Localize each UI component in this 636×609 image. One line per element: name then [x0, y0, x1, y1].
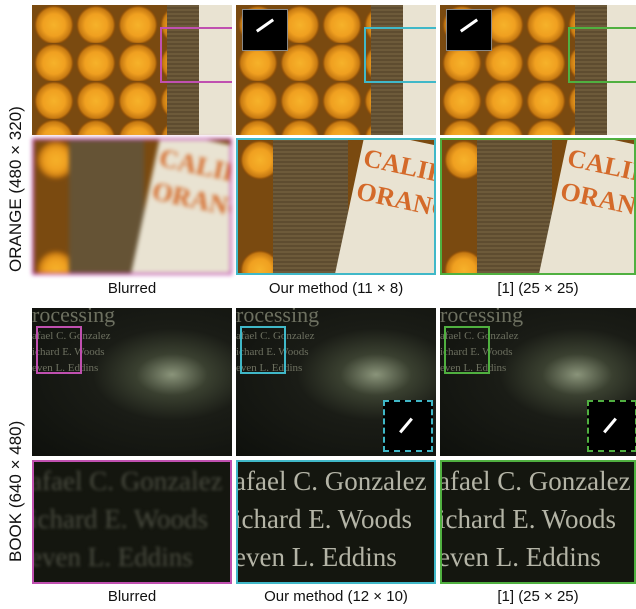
kernel [603, 418, 617, 434]
crop-text: even L. Eddins [32, 542, 193, 573]
kernel [460, 19, 478, 33]
zoom-box [364, 27, 436, 83]
orange-image [236, 5, 436, 135]
kernel [399, 418, 413, 434]
crop-text: afael C. Gonzalez [236, 466, 427, 497]
zoom-box [444, 326, 490, 374]
orange-image [440, 5, 636, 135]
label-stripe [273, 140, 348, 275]
crop-text: afael C. Gonzalez [32, 466, 223, 497]
row-label: BOOK (640 × 480) [6, 421, 26, 562]
caption: [1] (25 × 25) [440, 280, 636, 297]
book-crop: afael C. Gonzalez ichard E. Woods even L. … [32, 460, 232, 584]
book-crop: afael C. Gonzalez ichard E. Woods even L. … [236, 460, 436, 584]
caption: Blurred [32, 280, 232, 297]
crop-text: ichard E. Woods [32, 504, 208, 535]
caption: Our method (11 × 8) [236, 280, 436, 297]
kernel-inset [587, 400, 636, 452]
book-crop: afael C. Gonzalez ichard E. Woods even L. … [440, 460, 636, 584]
label-stripe [69, 140, 144, 275]
row-label: ORANGE (480 × 320) [6, 106, 26, 272]
crop-text: ichard E. Woods [236, 504, 412, 535]
crop-text: ichard E. Woods [440, 504, 616, 535]
cover-text: rocessing [236, 308, 319, 328]
crop-text: even L. Eddins [236, 542, 397, 573]
crop-text: even L. Eddins [440, 542, 601, 573]
orange-image [32, 5, 232, 135]
kernel-inset [383, 400, 433, 452]
cover-text: rocessing [32, 308, 115, 328]
cover-text: rocessing [440, 308, 523, 328]
kernel [256, 19, 274, 33]
kernel-inset [242, 9, 288, 51]
caption: [1] (25 × 25) [440, 588, 636, 605]
caption: Blurred [32, 588, 232, 605]
zoom-box [568, 27, 636, 83]
caption: Our method (12 × 10) [236, 588, 436, 605]
zoom-box [36, 326, 82, 374]
figure: ORANGE (480 × 320) CALIFOORANG Blurred CALI… [0, 0, 636, 609]
kernel-inset [446, 9, 492, 51]
zoom-box [160, 27, 232, 83]
zoom-box [240, 326, 286, 374]
crop-text: afael C. Gonzalez [440, 466, 631, 497]
label-stripe [477, 140, 552, 275]
